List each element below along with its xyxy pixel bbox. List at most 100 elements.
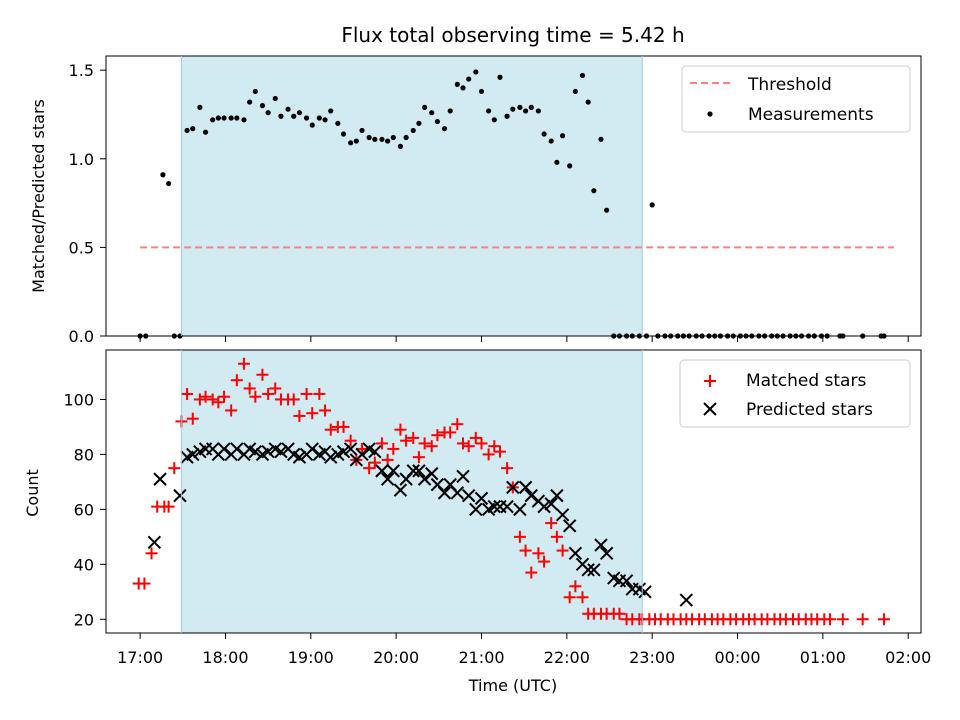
measurement-point xyxy=(455,82,460,87)
top-legend: Threshold Measurements xyxy=(682,66,910,132)
measurement-point xyxy=(523,108,528,113)
measurement-point xyxy=(497,75,502,80)
measurement-point xyxy=(416,121,421,126)
measurement-point xyxy=(429,110,434,115)
x-tick-label: 01:00 xyxy=(800,648,846,667)
measurement-point xyxy=(442,126,447,131)
bottom-y-tick-label: 60 xyxy=(74,500,94,519)
measurement-point xyxy=(216,115,221,120)
figure: Flux total observing time = 5.42 h 0.00.… xyxy=(0,0,960,720)
x-tick-label: 18:00 xyxy=(202,648,248,667)
measurement-point xyxy=(229,115,234,120)
measurement-point xyxy=(422,105,427,110)
measurement-point xyxy=(166,181,171,186)
measurement-point xyxy=(573,89,578,94)
measurement-point xyxy=(367,135,372,140)
x-tick-label: 23:00 xyxy=(629,648,675,667)
top-observing-window-shade xyxy=(181,56,642,336)
measurement-point xyxy=(404,135,409,140)
measurement-point xyxy=(190,126,195,131)
measurement-point xyxy=(466,76,471,81)
measurement-point xyxy=(266,110,271,115)
measurement-point xyxy=(510,107,515,112)
top-y-tick-label: 0.0 xyxy=(69,327,94,346)
measurement-point xyxy=(310,123,315,128)
bottom-y-tick-label: 20 xyxy=(74,610,94,629)
measurement-point xyxy=(591,188,596,193)
x-axis-label: Time (UTC) xyxy=(468,676,557,695)
measurement-point xyxy=(317,115,322,120)
measurement-point xyxy=(241,117,246,122)
measurement-point xyxy=(304,115,309,120)
measurement-point xyxy=(549,138,554,143)
measurement-point xyxy=(391,135,396,140)
measurement-point xyxy=(473,69,478,74)
measurement-point xyxy=(184,128,189,133)
measurement-point xyxy=(435,119,440,124)
measurement-point xyxy=(291,114,296,119)
bottom-legend: Matched stars Predicted stars xyxy=(680,360,910,427)
top-y-axis-label: Matched/Predicted stars xyxy=(29,99,48,293)
measurement-point xyxy=(492,117,497,122)
bottom-y-axis-label: Count xyxy=(23,469,42,517)
top-panel: 0.0 0.5 1.0 1.5 Matched/Predicted stars Thr… xyxy=(29,56,921,346)
measurement-point xyxy=(278,114,283,119)
measurement-point xyxy=(541,131,546,136)
measurement-point xyxy=(354,138,359,143)
measurement-point xyxy=(604,208,609,213)
top-y-tick-label: 1.0 xyxy=(69,150,94,169)
measurement-point xyxy=(554,160,559,165)
measurement-point xyxy=(411,128,416,133)
measurement-point xyxy=(203,130,208,135)
matched-stars-legend-label: Matched stars xyxy=(746,371,866,391)
measurement-point xyxy=(285,107,290,112)
top-y-tick-label: 1.5 xyxy=(69,61,94,80)
measurement-point xyxy=(398,144,403,149)
measurement-point xyxy=(160,172,165,177)
threshold-legend-label: Threshold xyxy=(747,75,832,95)
measurement-point xyxy=(335,121,340,126)
x-tick-label: 22:00 xyxy=(544,648,590,667)
measurement-point xyxy=(253,89,258,94)
measurement-point xyxy=(297,110,302,115)
measurement-point xyxy=(221,115,226,120)
measurement-point xyxy=(479,89,484,94)
measurement-point xyxy=(598,137,603,142)
measurement-point xyxy=(247,99,252,104)
measurements-legend-label: Measurements xyxy=(748,105,874,125)
bottom-y-tick-label: 40 xyxy=(74,555,94,574)
measurement-point xyxy=(586,99,591,104)
measurement-point xyxy=(580,73,585,78)
measurement-point xyxy=(536,108,541,113)
measurement-point xyxy=(560,133,565,138)
top-y-tick-label: 0.5 xyxy=(69,238,94,257)
x-tick-label: 00:00 xyxy=(714,648,760,667)
measurement-point xyxy=(517,105,522,110)
measurement-point xyxy=(210,117,215,122)
x-tick-label: 21:00 xyxy=(458,648,504,667)
measurement-point xyxy=(197,105,202,110)
x-tick-label: 17:00 xyxy=(117,648,163,667)
x-tick-label: 02:00 xyxy=(885,648,931,667)
measurement-point xyxy=(359,128,364,133)
measurement-point xyxy=(379,137,384,142)
measurement-point xyxy=(486,108,491,113)
measurement-point xyxy=(328,108,333,113)
measurement-point xyxy=(504,114,509,119)
measurement-point xyxy=(234,115,239,120)
measurement-point xyxy=(348,140,353,145)
measurement-point xyxy=(322,117,327,122)
chart-title: Flux total observing time = 5.42 h xyxy=(341,23,684,47)
measurement-point xyxy=(529,105,534,110)
measurement-point xyxy=(567,163,572,168)
bottom-y-tick-label: 80 xyxy=(74,445,94,464)
measurement-point xyxy=(448,108,453,113)
measurement-point xyxy=(260,103,265,108)
x-tick-label: 20:00 xyxy=(373,648,419,667)
measurement-point xyxy=(385,138,390,143)
measurements-legend-swatch xyxy=(707,111,712,116)
measurement-point xyxy=(341,131,346,136)
x-tick-label: 19:00 xyxy=(288,648,334,667)
measurement-point xyxy=(273,96,278,101)
measurement-point xyxy=(460,85,465,90)
